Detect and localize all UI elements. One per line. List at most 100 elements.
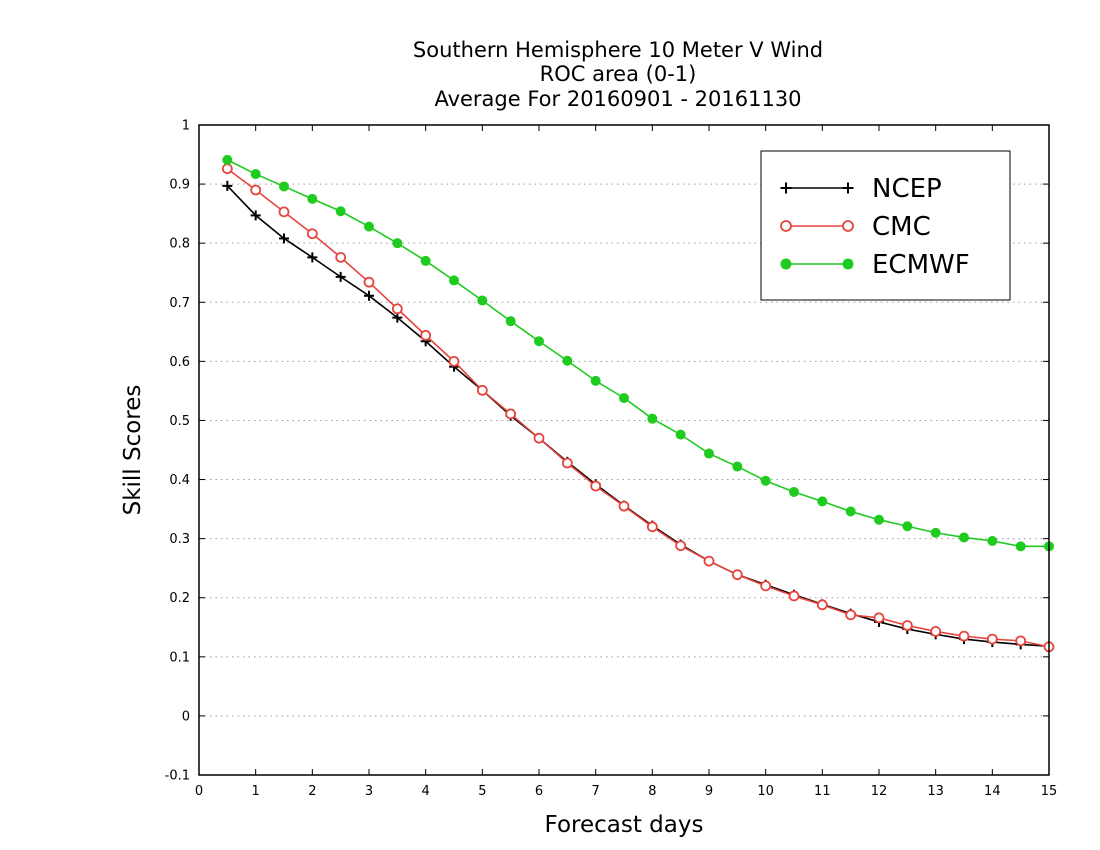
series-cmc — [221, 163, 1055, 653]
data-point-filled-circle — [732, 461, 743, 472]
data-point-open-circle — [780, 220, 792, 232]
data-point-open-circle — [731, 569, 743, 581]
series-layer — [221, 154, 1055, 653]
data-point-open-circle — [675, 540, 687, 552]
data-point-filled-circle — [902, 521, 913, 532]
data-point-open-circle — [845, 609, 857, 621]
y-axis-label: Skill Scores — [120, 385, 146, 516]
y-tick-label: 0 — [182, 709, 190, 724]
data-point-open-circle — [278, 206, 290, 218]
data-point-open-circle — [476, 384, 488, 396]
x-tick-label: 2 — [308, 784, 316, 799]
y-tick-label: 0.5 — [169, 414, 190, 429]
x-tick-label: 8 — [648, 784, 656, 799]
legend-item-ecmwf: ECMWF — [780, 250, 970, 280]
data-point-open-circle — [533, 432, 545, 444]
data-point-open-circle — [901, 620, 913, 631]
x-tick-label: 12 — [871, 784, 888, 799]
data-point-filled-circle — [675, 429, 686, 440]
y-tick-label: 0.9 — [169, 178, 190, 193]
data-point-filled-circle — [562, 355, 573, 366]
legend-label: CMC — [872, 212, 931, 242]
x-tick-label: 3 — [365, 784, 373, 799]
plot-frame — [198, 124, 1050, 776]
data-point-filled-circle — [959, 532, 969, 543]
data-point-filled-circle — [420, 255, 431, 266]
data-point-filled-circle — [874, 514, 884, 525]
data-point-filled-circle — [222, 154, 233, 165]
data-point-filled-circle — [619, 393, 629, 403]
data-point-plus — [780, 182, 792, 194]
legend-box — [760, 150, 1011, 301]
data-point-open-circle — [646, 521, 658, 533]
data-point-open-circle — [561, 457, 573, 469]
data-point-filled-circle — [505, 316, 516, 327]
data-point-open-circle — [703, 555, 715, 567]
data-point-plus — [307, 252, 318, 263]
data-point-plus — [335, 271, 346, 282]
x-tick-label: 4 — [422, 784, 430, 799]
x-tick-label: 10 — [757, 784, 774, 799]
y-tick-label: 0.4 — [169, 473, 190, 488]
y-tick-label: 0.3 — [169, 532, 190, 547]
data-point-filled-circle — [477, 295, 488, 306]
data-point-filled-circle — [335, 206, 346, 217]
legend-label: NCEP — [872, 174, 942, 204]
data-point-filled-circle — [987, 536, 998, 546]
data-point-plus — [222, 180, 233, 191]
x-tick-label: 11 — [814, 784, 831, 799]
y-tick-label: 0.2 — [169, 591, 190, 606]
x-tick-label: 5 — [478, 784, 486, 799]
x-tick-label: 7 — [592, 784, 600, 799]
data-point-open-circle — [1015, 635, 1027, 647]
x-tick-label: 15 — [1041, 784, 1058, 799]
data-point-open-circle — [391, 303, 403, 315]
data-point-open-circle — [590, 480, 602, 492]
data-point-filled-circle — [780, 258, 792, 270]
legend-item-cmc: CMC — [780, 212, 931, 242]
data-point-filled-circle — [279, 181, 289, 192]
x-tick-label: 1 — [252, 784, 260, 799]
data-point-open-circle — [250, 184, 262, 196]
chart-title-line-3: Average For 20160901 - 20161130 — [434, 87, 801, 111]
x-tick-label: 9 — [705, 784, 713, 799]
data-point-open-circle — [788, 590, 800, 602]
axis-ticks: -0.100.10.20.30.40.50.60.70.80.910 1 2 3 4 5 6… — [165, 119, 1058, 800]
series-ecmwf — [222, 154, 1054, 552]
data-point-filled-circle — [590, 375, 601, 386]
data-point-open-circle — [420, 329, 432, 341]
data-point-plus — [250, 210, 261, 221]
data-point-open-circle — [306, 228, 318, 240]
data-point-filled-circle — [364, 221, 374, 232]
data-point-filled-circle — [817, 496, 828, 507]
y-tick-label: 0.6 — [169, 355, 190, 370]
data-point-filled-circle — [789, 486, 799, 497]
y-tick-label: 1 — [182, 119, 190, 134]
chart-title-line-2: ROC area (0-1) — [540, 62, 697, 86]
data-point-filled-circle — [845, 506, 856, 517]
data-point-open-circle — [986, 633, 998, 645]
x-tick-label: 6 — [535, 784, 543, 799]
legend: NCEP CMC ECMWF — [760, 150, 1011, 301]
data-point-filled-circle — [250, 169, 261, 180]
data-point-filled-circle — [534, 336, 544, 347]
data-point-open-circle — [448, 355, 460, 367]
data-point-open-circle — [618, 500, 630, 512]
data-point-open-circle — [363, 276, 375, 288]
data-point-filled-circle — [930, 527, 941, 538]
data-point-filled-circle — [392, 238, 403, 249]
data-point-open-circle — [930, 626, 942, 637]
data-point-open-circle — [842, 220, 854, 232]
data-point-plus — [842, 182, 854, 194]
data-point-open-circle — [221, 163, 233, 175]
legend-item-ncep: NCEP — [780, 174, 942, 204]
data-point-filled-circle — [704, 448, 714, 459]
chart-title-line-1: Southern Hemisphere 10 Meter V Wind — [413, 38, 823, 62]
data-point-plus — [364, 290, 374, 301]
data-point-open-circle — [958, 630, 970, 642]
y-tick-label: -0.1 — [165, 769, 190, 784]
data-point-filled-circle — [647, 413, 658, 424]
data-point-filled-circle — [1015, 541, 1026, 552]
x-tick-label: 14 — [984, 784, 1001, 799]
